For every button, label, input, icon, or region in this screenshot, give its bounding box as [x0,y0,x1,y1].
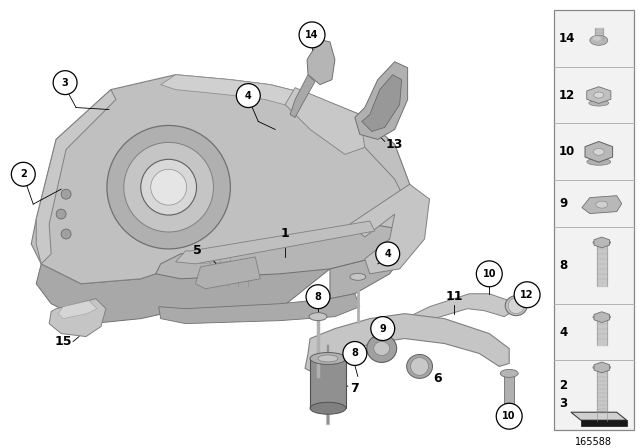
Polygon shape [594,237,609,248]
Polygon shape [290,75,315,117]
Circle shape [371,317,395,340]
Ellipse shape [500,370,518,377]
Text: 12: 12 [520,290,534,300]
Polygon shape [581,420,627,426]
Polygon shape [582,196,621,214]
Polygon shape [345,115,410,199]
Polygon shape [156,224,399,279]
Circle shape [141,159,196,215]
Text: 165588: 165588 [575,437,612,447]
Circle shape [476,261,502,287]
Circle shape [124,142,214,232]
Text: 5: 5 [193,245,202,258]
Ellipse shape [589,100,609,106]
Ellipse shape [593,240,611,245]
Circle shape [496,403,522,429]
Text: 3: 3 [559,397,567,410]
Polygon shape [31,75,410,284]
Text: 7: 7 [351,382,359,395]
Text: 4: 4 [559,326,567,339]
Polygon shape [175,221,375,264]
Polygon shape [307,40,335,85]
Polygon shape [285,88,365,154]
Text: 10: 10 [559,145,575,158]
Text: 9: 9 [380,323,386,334]
Polygon shape [58,301,97,319]
Ellipse shape [310,402,346,414]
Ellipse shape [309,313,327,321]
Polygon shape [585,142,612,162]
Text: 10: 10 [483,269,496,279]
Polygon shape [36,90,116,264]
Text: 9: 9 [559,197,567,210]
Circle shape [107,125,230,249]
Polygon shape [594,362,609,373]
Ellipse shape [596,201,608,208]
Text: 14: 14 [559,32,575,45]
Ellipse shape [406,354,433,379]
Circle shape [306,285,330,309]
Circle shape [508,298,524,314]
Polygon shape [310,358,346,408]
Polygon shape [594,312,609,323]
Text: 8: 8 [559,259,567,272]
Ellipse shape [593,314,611,319]
Text: 2: 2 [20,169,27,179]
Circle shape [514,282,540,308]
Ellipse shape [590,35,608,45]
Text: 13: 13 [386,138,403,151]
Text: 14: 14 [305,30,319,40]
Ellipse shape [587,158,611,165]
FancyBboxPatch shape [554,10,634,430]
Text: 1: 1 [281,228,289,241]
Circle shape [61,189,71,199]
Polygon shape [196,257,260,289]
Circle shape [236,84,260,108]
Ellipse shape [505,296,527,316]
Polygon shape [159,294,360,323]
Circle shape [343,341,367,366]
Ellipse shape [593,365,611,370]
Text: 11: 11 [445,290,463,303]
Text: 12: 12 [559,89,575,102]
Circle shape [151,169,187,205]
Polygon shape [571,412,627,420]
Text: 10: 10 [502,411,516,421]
Circle shape [56,209,66,219]
Polygon shape [305,314,509,373]
Ellipse shape [500,408,518,422]
Ellipse shape [593,148,604,155]
Polygon shape [330,184,420,299]
Text: 15: 15 [54,335,72,348]
Ellipse shape [374,341,390,355]
Text: 3: 3 [61,78,68,88]
Circle shape [61,229,71,239]
Polygon shape [350,184,429,274]
Ellipse shape [593,36,601,41]
Polygon shape [36,259,330,323]
Text: 6: 6 [433,372,442,385]
Polygon shape [355,62,408,139]
Text: 8: 8 [351,349,358,358]
Circle shape [53,71,77,95]
Ellipse shape [310,353,346,364]
Circle shape [376,242,399,266]
Polygon shape [385,294,514,343]
Circle shape [12,162,35,186]
Polygon shape [49,299,106,336]
Polygon shape [587,87,611,103]
Circle shape [411,358,429,375]
Polygon shape [504,373,514,413]
Ellipse shape [367,335,397,362]
Text: 4: 4 [385,249,391,259]
Text: 2: 2 [559,379,567,392]
Ellipse shape [350,273,366,280]
Text: 4: 4 [245,90,252,101]
Polygon shape [362,75,402,131]
Polygon shape [161,75,360,129]
Text: 8: 8 [315,292,321,302]
Ellipse shape [318,355,338,362]
Ellipse shape [594,92,604,98]
Circle shape [299,22,325,48]
